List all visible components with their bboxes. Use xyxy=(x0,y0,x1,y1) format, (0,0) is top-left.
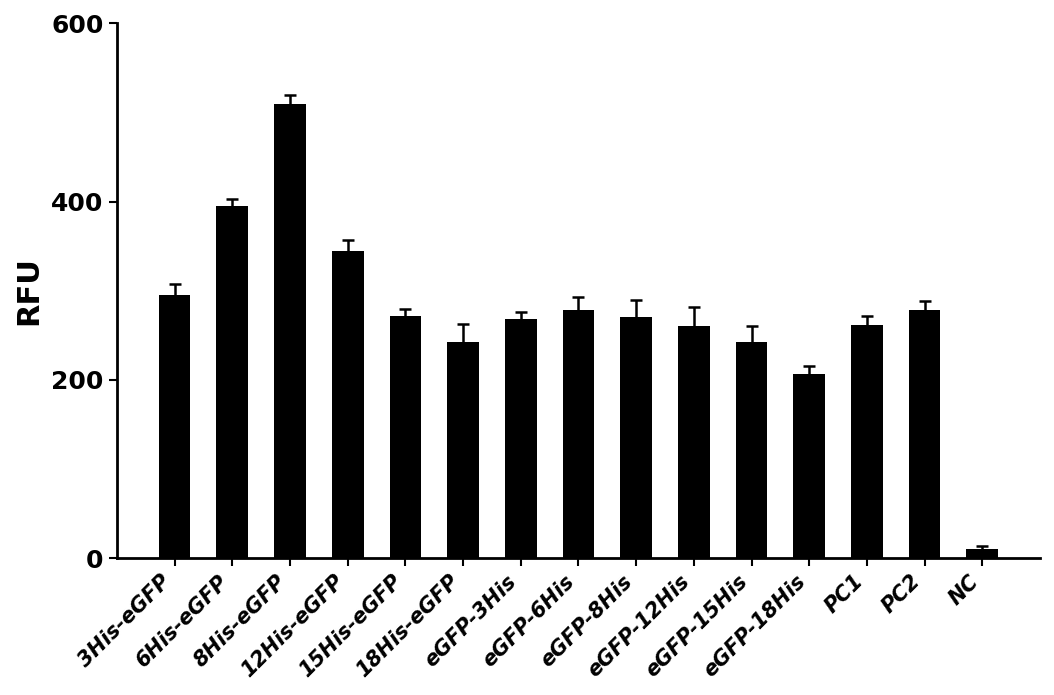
Bar xyxy=(620,318,652,558)
Bar xyxy=(447,341,479,558)
Bar xyxy=(794,374,825,558)
Bar xyxy=(216,206,248,558)
Bar xyxy=(967,549,998,558)
Bar xyxy=(332,251,364,558)
Bar xyxy=(851,325,883,558)
Bar xyxy=(159,295,191,558)
Bar xyxy=(678,327,709,558)
Bar xyxy=(563,311,594,558)
Y-axis label: RFU: RFU xyxy=(14,256,43,325)
Bar xyxy=(909,311,940,558)
Bar xyxy=(505,319,536,558)
Bar xyxy=(274,104,306,558)
Bar xyxy=(736,343,767,558)
Bar xyxy=(390,316,422,558)
